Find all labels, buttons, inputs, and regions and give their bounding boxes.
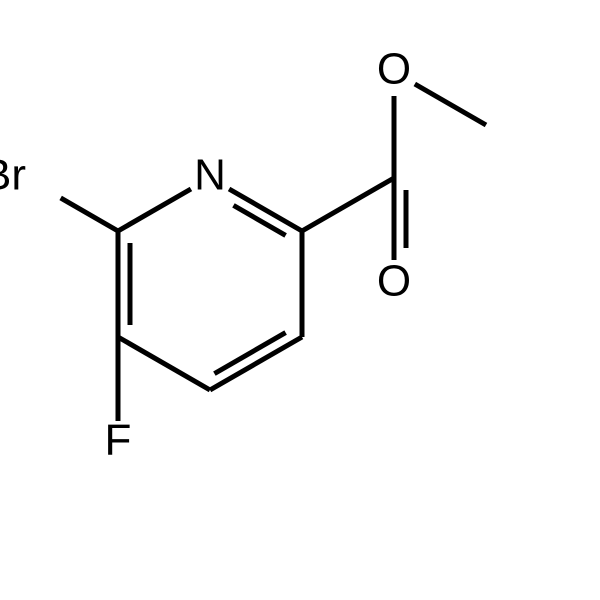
bond-line [210,337,302,390]
bond-line [415,84,486,125]
atom-label-f: F [105,416,132,465]
bond-line [61,198,118,231]
bond-line [118,337,210,390]
atom-label-n: N [194,151,226,200]
bond-line [233,205,285,235]
atom-label-o: O [377,45,411,94]
atom-label-br: Br [0,151,26,200]
molecule-canvas: N Br F O O [0,0,600,600]
atom-label-o: O [377,257,411,306]
bond-line [302,178,394,231]
bond-line [118,189,191,231]
